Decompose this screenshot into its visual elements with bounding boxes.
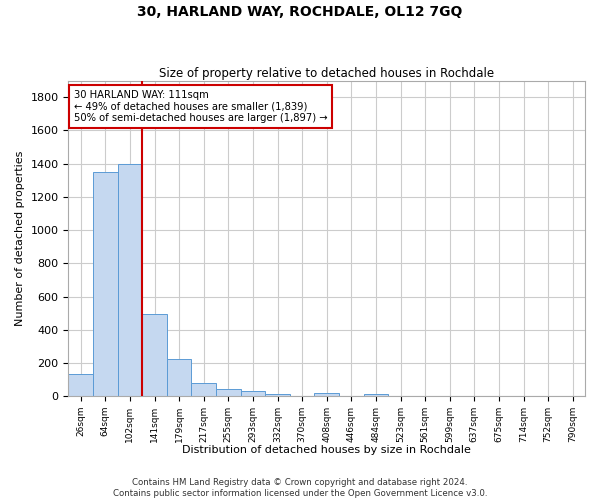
Bar [265, 394, 290, 396]
Title: Size of property relative to detached houses in Rochdale: Size of property relative to detached ho… [159, 66, 494, 80]
Bar [364, 394, 388, 396]
Bar [118, 164, 142, 396]
Text: 30 HARLAND WAY: 111sqm
← 49% of detached houses are smaller (1,839)
50% of semi-: 30 HARLAND WAY: 111sqm ← 49% of detached… [74, 90, 327, 124]
Bar [167, 359, 191, 396]
Text: Contains HM Land Registry data © Crown copyright and database right 2024.
Contai: Contains HM Land Registry data © Crown c… [113, 478, 487, 498]
Bar [216, 388, 241, 396]
Bar [142, 314, 167, 396]
Bar [241, 392, 265, 396]
Bar [68, 374, 93, 396]
Bar [314, 393, 339, 396]
Text: 30, HARLAND WAY, ROCHDALE, OL12 7GQ: 30, HARLAND WAY, ROCHDALE, OL12 7GQ [137, 5, 463, 19]
Bar [93, 172, 118, 396]
X-axis label: Distribution of detached houses by size in Rochdale: Distribution of detached houses by size … [182, 445, 471, 455]
Bar [191, 383, 216, 396]
Y-axis label: Number of detached properties: Number of detached properties [15, 150, 25, 326]
